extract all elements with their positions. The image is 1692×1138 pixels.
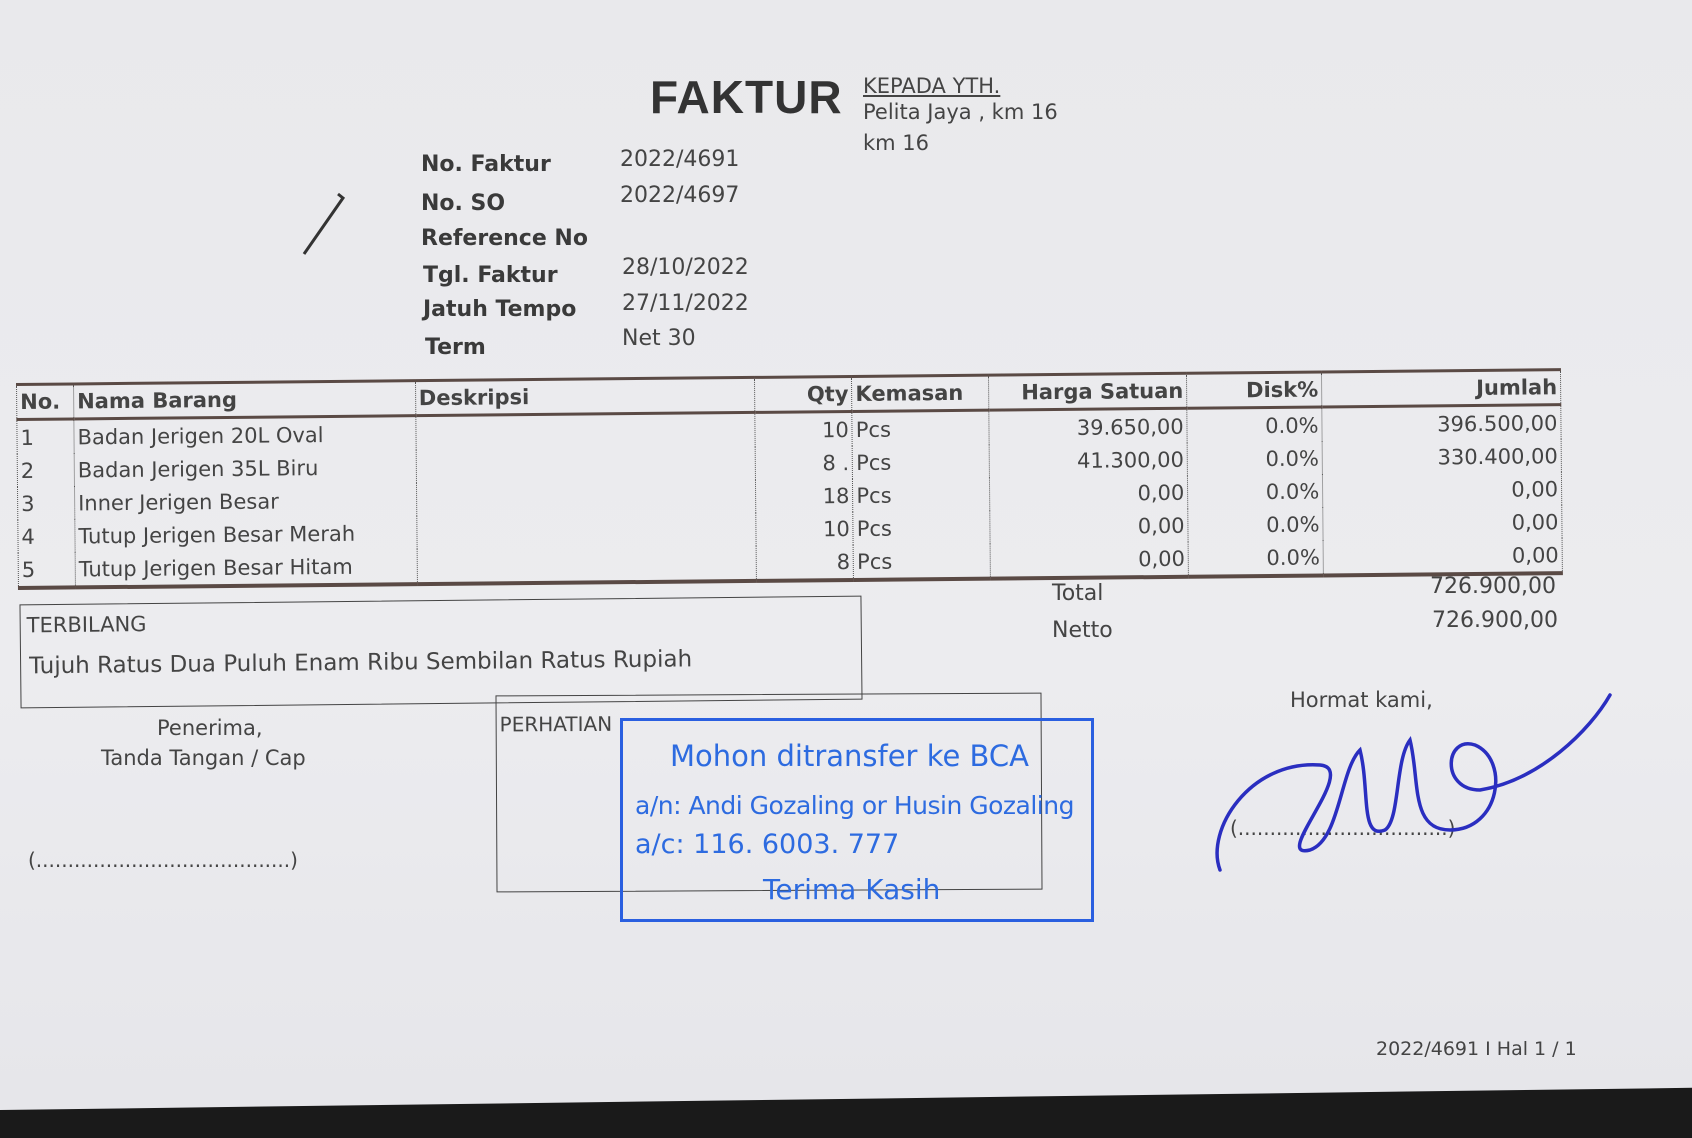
invoice-paper: FAKTUR KEPADA YTH. Pelita Jaya , km 16 k… bbox=[0, 0, 1692, 1110]
cell-disk: 0.0% bbox=[1187, 441, 1323, 476]
cell-harga-satuan: 39.650,00 bbox=[989, 408, 1188, 445]
cell-qty: 10 bbox=[756, 511, 854, 546]
cell-kemasan: Pcs bbox=[853, 543, 991, 580]
field-value: 2022/4697 bbox=[620, 183, 740, 208]
cell-deskripsi bbox=[415, 446, 756, 484]
header-disk: Disk% bbox=[1186, 371, 1322, 409]
cell-qty: 8 bbox=[756, 544, 854, 581]
document-title: FAKTUR bbox=[650, 71, 843, 123]
stamp-line1: Mohon ditransfer ke BCA bbox=[670, 739, 1029, 773]
cell-jumlah: 0,00 bbox=[1322, 472, 1562, 508]
cell-no: 1 bbox=[16, 418, 75, 454]
terbilang-text: Tujuh Ratus Dua Puluh Enam Ribu Sembilan… bbox=[28, 646, 693, 680]
cell-harga-satuan: 41.300,00 bbox=[989, 442, 1188, 478]
cell-no: 2 bbox=[17, 453, 75, 487]
cell-qty: 18 bbox=[755, 478, 854, 513]
cell-harga-satuan: 0,00 bbox=[990, 508, 1189, 544]
field-label: No. SO bbox=[421, 191, 506, 216]
receiver-sign-label: Tanda Tangan / Cap bbox=[101, 746, 306, 770]
items-table: No. Nama Barang Deskripsi Qty Kemasan Ha… bbox=[16, 368, 1563, 590]
field-label: Term bbox=[425, 335, 486, 360]
terbilang-box: TERBILANG Tujuh Ratus Dua Puluh Enam Rib… bbox=[19, 595, 863, 709]
cell-nama-barang: Tutup Jerigen Besar Hitam bbox=[75, 549, 418, 588]
cell-deskripsi bbox=[416, 479, 757, 517]
cell-deskripsi bbox=[415, 412, 756, 451]
field-label: Tgl. Faktur bbox=[423, 263, 558, 288]
header-deskripsi: Deskripsi bbox=[415, 377, 756, 416]
cell-disk: 0.0% bbox=[1188, 540, 1324, 577]
field-label: Jatuh Tempo bbox=[423, 297, 577, 322]
cell-nama-barang: Badan Jerigen 20L Oval bbox=[73, 415, 416, 454]
stamp-line2: a/n: Andi Gozaling or Husin Gozaling bbox=[635, 791, 1074, 820]
cell-nama-barang: Badan Jerigen 35L Biru bbox=[74, 450, 417, 487]
receiver-label: Penerima, bbox=[157, 716, 263, 740]
header-qty: Qty bbox=[754, 376, 853, 413]
cell-harga-satuan: 0,00 bbox=[990, 541, 1189, 579]
receiver-sign-line: (.......................................… bbox=[28, 848, 298, 872]
cell-kemasan: Pcs bbox=[852, 444, 990, 479]
header-no: No. bbox=[16, 383, 74, 420]
cell-qty: 8 . bbox=[755, 445, 853, 480]
cell-kemasan: Pcs bbox=[852, 410, 990, 446]
sender-label: Hormat kami, bbox=[1290, 688, 1433, 712]
cell-disk: 0.0% bbox=[1187, 507, 1324, 542]
field-value: 27/11/2022 bbox=[622, 291, 749, 316]
terbilang-label: TERBILANG bbox=[26, 612, 147, 638]
cell-nama-barang: Inner Jerigen Besar bbox=[74, 483, 417, 520]
field-label: Reference No bbox=[421, 226, 588, 251]
field-value: 28/10/2022 bbox=[622, 255, 749, 280]
field-value: Net 30 bbox=[622, 326, 696, 351]
perhatian-label: PERHATIAN bbox=[499, 711, 613, 737]
cell-jumlah: 396.500,00 bbox=[1321, 404, 1562, 442]
header-harga-satuan: Harga Satuan bbox=[988, 373, 1187, 411]
cell-disk: 0.0% bbox=[1186, 406, 1323, 443]
cell-qty: 10 bbox=[755, 411, 853, 447]
cell-no: 5 bbox=[18, 552, 76, 588]
cell-deskripsi bbox=[416, 512, 757, 550]
total-value: 726.900,00 bbox=[1430, 574, 1556, 599]
header-kemasan: Kemasan bbox=[851, 375, 990, 412]
field-label: No. Faktur bbox=[421, 152, 551, 177]
cell-deskripsi bbox=[416, 545, 757, 585]
header-nama-barang: Nama Barang bbox=[73, 380, 416, 419]
cell-no: 3 bbox=[17, 486, 75, 520]
recipient-line2: km 16 bbox=[863, 131, 930, 155]
header-jumlah: Jumlah bbox=[1321, 369, 1561, 407]
cell-harga-satuan: 0,00 bbox=[989, 475, 1188, 511]
netto-label: Netto bbox=[1052, 618, 1113, 643]
sender-sign-line: (.................................) bbox=[1230, 816, 1456, 840]
stamp-line3: a/c: 116. 6003. 777 bbox=[635, 829, 900, 860]
cell-jumlah: 0,00 bbox=[1322, 505, 1563, 541]
page-footer: 2022/4691 I Hal 1 / 1 bbox=[1376, 1038, 1577, 1060]
pen-mark bbox=[302, 192, 346, 255]
cell-jumlah: 0,00 bbox=[1323, 538, 1563, 576]
cell-jumlah: 330.400,00 bbox=[1322, 439, 1562, 475]
field-value: 2022/4691 bbox=[620, 147, 740, 172]
total-label: Total bbox=[1052, 581, 1104, 606]
netto-value: 726.900,00 bbox=[1432, 608, 1558, 633]
cell-kemasan: Pcs bbox=[853, 510, 991, 545]
bank-transfer-stamp: Mohon ditransfer ke BCA a/n: Andi Gozali… bbox=[620, 718, 1094, 922]
cell-no: 4 bbox=[17, 519, 76, 553]
cell-kemasan: Pcs bbox=[852, 477, 991, 512]
recipient-label: KEPADA YTH. bbox=[863, 74, 1001, 98]
handwritten-signature bbox=[1215, 693, 1612, 872]
recipient-line1: Pelita Jaya , km 16 bbox=[863, 100, 1058, 124]
stamp-line4: Terima Kasih bbox=[763, 873, 941, 906]
cell-disk: 0.0% bbox=[1187, 474, 1323, 509]
cell-nama-barang: Tutup Jerigen Besar Merah bbox=[74, 516, 417, 553]
